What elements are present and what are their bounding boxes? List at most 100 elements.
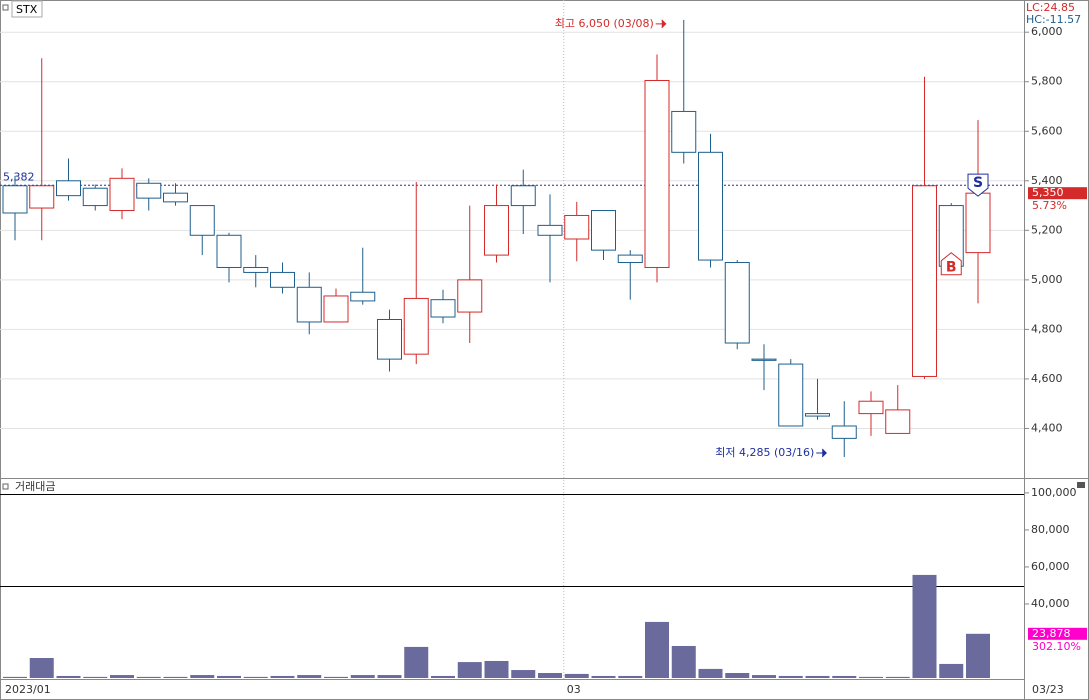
volume-bar: [805, 675, 830, 678]
volume-bar: [29, 658, 54, 678]
y-tick-label: 40,000: [1031, 597, 1070, 610]
current-change: 5.73%: [1032, 199, 1067, 212]
volume-bar: [832, 675, 857, 678]
candle-body: [698, 151, 723, 261]
volume-title: 거래대금: [15, 480, 55, 493]
y-tick-label: 100,000: [1031, 486, 1077, 499]
candle-body: [109, 177, 135, 212]
candle-body: [56, 180, 81, 197]
y-tick-label: 4,600: [1031, 372, 1063, 385]
volume-bar: [404, 646, 429, 678]
volume-bar: [217, 675, 241, 678]
candle-body: [216, 234, 242, 268]
candle-body: [805, 413, 830, 417]
y-tick-label: 6,000: [1031, 25, 1063, 38]
volume-bar: [270, 675, 295, 678]
current-price: 5,350: [1032, 186, 1064, 199]
y-tick-label: 4,400: [1031, 421, 1063, 434]
candle-body: [430, 299, 456, 318]
candle-body: [965, 192, 991, 254]
candle-body: [644, 79, 670, 268]
volume-bar: [645, 621, 669, 678]
stat: LC:24.85: [1026, 1, 1075, 14]
volume-bar: [564, 673, 589, 678]
current-price-box: [1028, 187, 1087, 200]
volume-bar: [966, 633, 990, 678]
volume-change: 302.10%: [1032, 640, 1081, 653]
volume-bar: [591, 675, 616, 678]
candle-body: [537, 224, 563, 236]
volume-bar: [912, 574, 937, 678]
signal-label: B: [946, 260, 957, 276]
volume-bar: [110, 675, 134, 678]
volume-bar: [377, 675, 402, 678]
volume-label-box: [1028, 627, 1087, 640]
y-tick-label: 80,000: [1031, 523, 1070, 536]
candle-body: [323, 295, 349, 323]
y-tick-label: 5,000: [1031, 273, 1063, 286]
volume-bar: [859, 676, 883, 678]
candle-body: [2, 185, 28, 214]
annotation: 최고 6,050 (03/08): [555, 17, 654, 30]
signal-label: S: [973, 175, 983, 191]
chart-title: STX: [16, 3, 38, 16]
candle-body: [617, 254, 643, 264]
candle-body: [189, 205, 215, 236]
y-tick-label: 5,800: [1031, 75, 1063, 88]
volume-bar: [778, 675, 803, 678]
volume-bar: [3, 676, 27, 678]
candle-body: [778, 363, 804, 427]
volume-bar: [350, 675, 375, 678]
volume-bar: [484, 660, 509, 678]
volume-bar: [56, 675, 81, 678]
signal-marker: [940, 252, 962, 276]
candle-body: [163, 192, 188, 203]
volume-bar: [885, 676, 910, 678]
signal-marker: [967, 173, 989, 197]
candle-body: [510, 185, 536, 207]
volume-bar: [136, 676, 161, 678]
panel-button[interactable]: [1077, 482, 1085, 488]
candle-body: [270, 271, 295, 288]
volume-bar: [431, 675, 455, 678]
candle-body: [296, 286, 322, 323]
candle-body: [136, 182, 162, 199]
candle-body: [751, 358, 777, 361]
candle-body: [403, 297, 429, 355]
volume-bar: [163, 676, 188, 678]
volume-bar: [324, 676, 348, 678]
volume-bar: [538, 673, 562, 678]
candle-body: [831, 425, 857, 439]
title-box: [11, 0, 43, 18]
candle-body: [724, 262, 750, 344]
volume-bar: [618, 675, 643, 678]
candle-body: [377, 318, 402, 360]
annotation-arrow: [655, 19, 667, 29]
x-tick-label: 03/23: [1032, 683, 1064, 696]
panel-icon: [2, 4, 9, 11]
x-tick-label: 03: [567, 683, 581, 696]
candle-body: [912, 185, 937, 377]
volume-bar: [83, 676, 108, 678]
panel-icon: [2, 483, 9, 490]
volume-bar: [725, 673, 750, 678]
candle-body: [858, 400, 884, 415]
annotation-arrow: [816, 448, 827, 458]
candle-body: [484, 205, 509, 256]
y-tick-label: 5,200: [1031, 223, 1063, 236]
volume-bar: [297, 675, 322, 678]
volume-bar: [752, 675, 776, 678]
candle-body: [457, 279, 483, 313]
volume-bar: [190, 675, 215, 678]
stat: HC:-11.57: [1026, 13, 1081, 26]
volume-bar: [457, 662, 482, 678]
candle-body: [564, 214, 590, 240]
y-tick-label: 4,800: [1031, 322, 1063, 335]
reference-label: 5,382: [3, 170, 35, 183]
y-tick-label: 60,000: [1031, 560, 1070, 573]
candle-body: [885, 409, 911, 434]
volume-bar: [671, 645, 696, 678]
volume-label: 23,878: [1032, 627, 1071, 640]
candle-body: [29, 185, 55, 209]
